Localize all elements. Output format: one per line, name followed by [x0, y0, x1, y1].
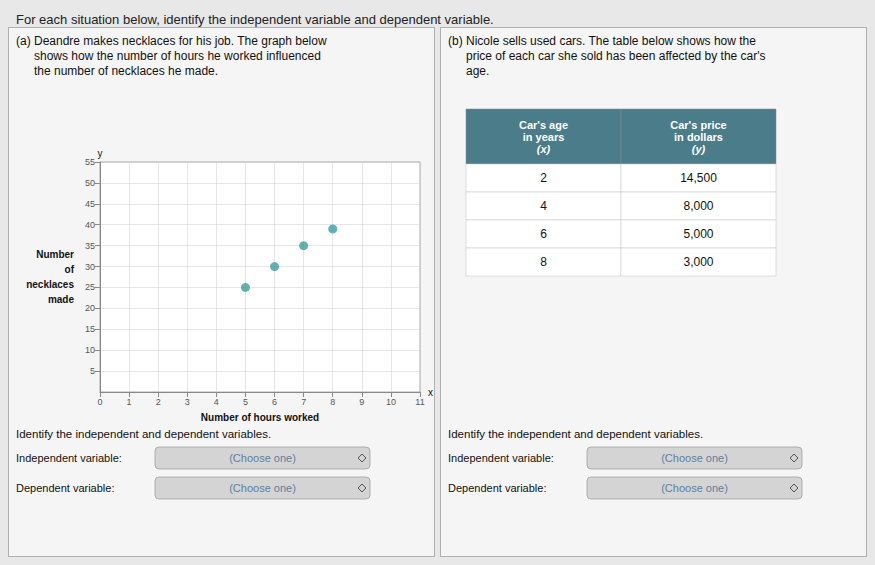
svg-text:made: made	[48, 294, 75, 305]
svg-text:5,000: 5,000	[683, 227, 713, 241]
svg-text:the number of necklaces he mad: the number of necklaces he made.	[34, 64, 218, 78]
svg-text:15: 15	[85, 324, 95, 334]
svg-text:5: 5	[90, 366, 95, 376]
svg-text:50: 50	[85, 178, 95, 188]
svg-text:Independent variable:: Independent variable:	[16, 452, 122, 464]
svg-text:(y): (y)	[692, 143, 706, 155]
svg-text:Nicole sells used cars. The ta: Nicole sells used cars. The table below …	[466, 34, 756, 48]
svg-text:Independent variable:: Independent variable:	[448, 452, 554, 464]
svg-text:Identify the independent and d: Identify the independent and dependent v…	[448, 428, 703, 440]
svg-text:3: 3	[185, 397, 190, 407]
svg-text:4: 4	[540, 199, 547, 213]
svg-text:6: 6	[540, 227, 547, 241]
svg-text:(a): (a)	[16, 34, 31, 48]
svg-text:Car's price: Car's price	[670, 119, 726, 131]
svg-text:price of each car she sold has: price of each car she sold has been affe…	[466, 49, 766, 63]
svg-text:10: 10	[386, 397, 396, 407]
svg-text:35: 35	[85, 241, 95, 251]
svg-text:y: y	[98, 148, 103, 159]
svg-text:For each situation below, iden: For each situation below, identify the i…	[16, 12, 494, 27]
svg-text:10: 10	[85, 345, 95, 355]
svg-text:(b): (b)	[448, 34, 463, 48]
svg-text:30: 30	[85, 262, 95, 272]
svg-text:3,000: 3,000	[683, 255, 713, 269]
svg-text:7: 7	[301, 397, 306, 407]
svg-text:5: 5	[243, 397, 248, 407]
svg-text:45: 45	[85, 199, 95, 209]
svg-text:Dependent variable:: Dependent variable:	[448, 482, 546, 494]
svg-text:Car's age: Car's age	[519, 119, 568, 131]
svg-text:(Choose one): (Choose one)	[229, 482, 296, 494]
svg-text:20: 20	[85, 303, 95, 313]
svg-text:Number: Number	[36, 249, 74, 260]
svg-text:Identify the independent and d: Identify the independent and dependent v…	[16, 428, 271, 440]
svg-text:necklaces: necklaces	[26, 279, 74, 290]
svg-text:25: 25	[85, 282, 95, 292]
svg-text:of: of	[65, 264, 75, 275]
svg-text:8: 8	[540, 255, 547, 269]
svg-text:1: 1	[127, 397, 132, 407]
svg-text:(Choose one): (Choose one)	[229, 452, 296, 464]
svg-text:6: 6	[272, 397, 277, 407]
svg-text:55: 55	[85, 157, 95, 167]
svg-text:8,000: 8,000	[683, 199, 713, 213]
svg-text:Dependent variable:: Dependent variable:	[16, 482, 114, 494]
svg-text:x: x	[428, 387, 433, 398]
svg-text:2: 2	[540, 171, 547, 185]
svg-text:8: 8	[330, 397, 335, 407]
svg-text:(Choose one): (Choose one)	[661, 482, 728, 494]
svg-text:age.: age.	[466, 64, 489, 78]
svg-text:4: 4	[214, 397, 219, 407]
svg-text:9: 9	[359, 397, 364, 407]
svg-text:Number of hours worked: Number of hours worked	[201, 412, 319, 423]
svg-text:(x): (x)	[537, 143, 551, 155]
svg-text:40: 40	[85, 220, 95, 230]
svg-text:14,500: 14,500	[680, 171, 717, 185]
svg-text:0: 0	[97, 397, 102, 407]
svg-text:in years: in years	[523, 131, 565, 143]
svg-text:2: 2	[156, 397, 161, 407]
svg-text:in dollars: in dollars	[674, 131, 723, 143]
svg-text:Deandre makes necklaces for hi: Deandre makes necklaces for his job. The…	[34, 34, 327, 48]
svg-text:11: 11	[415, 397, 424, 407]
svg-text:(Choose one): (Choose one)	[661, 452, 728, 464]
svg-text:shows how the number of hours: shows how the number of hours he worked …	[34, 49, 321, 63]
